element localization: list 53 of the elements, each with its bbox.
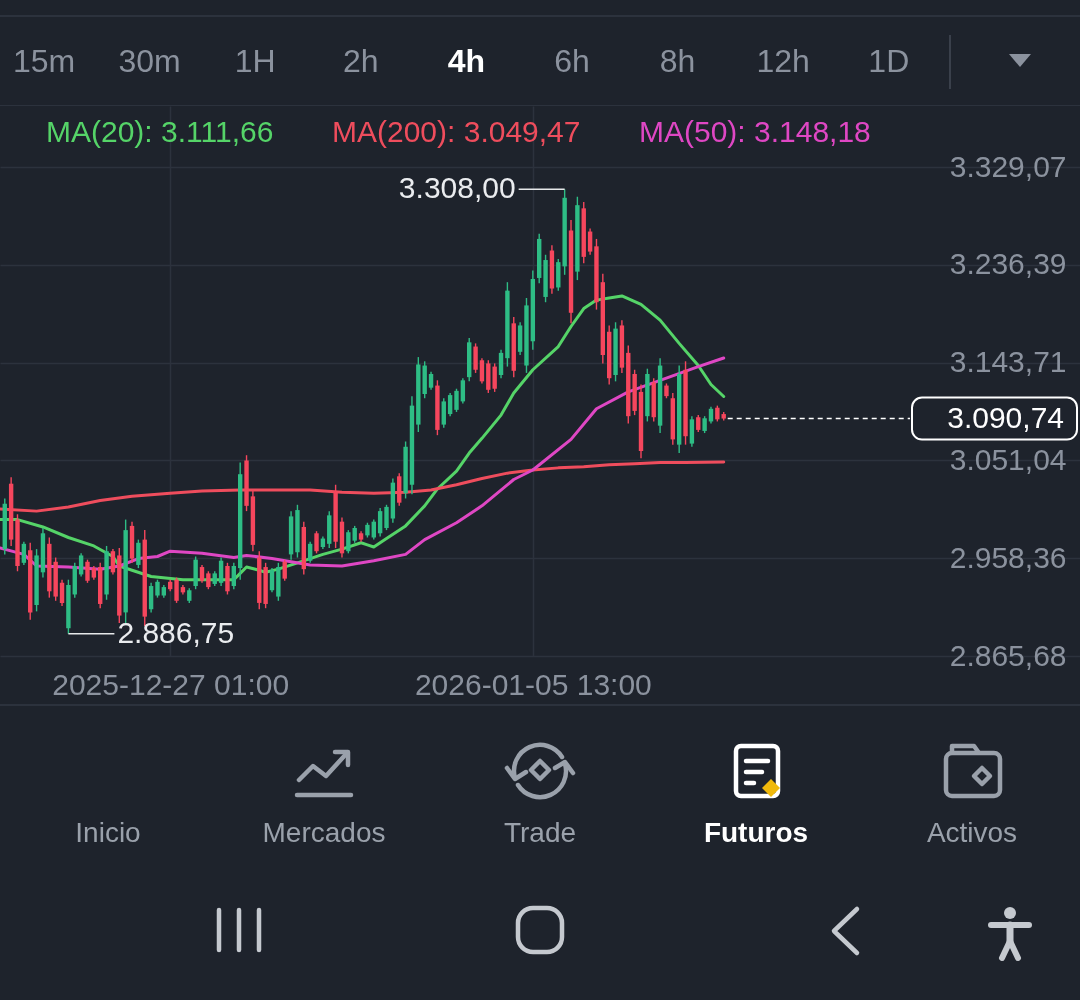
- y-tick-label: 3.329,07: [949, 149, 1067, 183]
- candlestick: [447, 392, 453, 417]
- text: 12h: [756, 42, 810, 81]
- candlestick: [269, 567, 275, 594]
- text: 1H: [234, 42, 276, 81]
- y-tick-label: 3.143,71: [949, 345, 1067, 379]
- candlestick: [384, 504, 389, 531]
- candlestick: [21, 541, 27, 566]
- text: 30m: [118, 42, 181, 81]
- text: MA(20): 3.111,66: [46, 115, 274, 148]
- candlestick: [231, 562, 237, 590]
- candlestick: [377, 507, 383, 538]
- text: Mercados: [262, 816, 386, 850]
- candlestick: [454, 388, 459, 413]
- y-tick-label: 2.958,36: [949, 540, 1067, 574]
- text: 6h: [554, 42, 590, 81]
- y-tick-label: 3.051,04: [949, 442, 1067, 476]
- text: Inicio: [75, 816, 141, 850]
- candlestick: [498, 349, 504, 379]
- text: 2h: [343, 42, 379, 81]
- candlestick: [174, 576, 179, 604]
- candlestick: [307, 541, 313, 564]
- text: 8h: [659, 42, 696, 81]
- candlestick: [441, 397, 446, 429]
- text: 15m: [12, 42, 76, 81]
- ref-line-label: 3.090,74: [947, 400, 1064, 434]
- annotation: 3.308,00: [398, 171, 516, 205]
- candlestick: [371, 518, 376, 541]
- y-tick-label: 3.236,39: [949, 247, 1067, 281]
- text: Activos: [926, 816, 1018, 850]
- candlestick: [314, 530, 319, 555]
- candlestick: [148, 582, 154, 614]
- candlestick: [218, 556, 224, 587]
- candlestick: [460, 377, 466, 405]
- x-tick-label: 2026-01-05 13:00: [414, 667, 652, 701]
- text: Futuros: [703, 816, 809, 850]
- candlestick: [473, 342, 478, 374]
- candlestick: [136, 538, 141, 569]
- candlestick: [85, 558, 90, 584]
- candlestick: [587, 227, 593, 256]
- candlestick: [78, 552, 84, 578]
- candlestick: [479, 357, 485, 385]
- y-tick-label: 2.865,68: [949, 638, 1067, 672]
- x-tick-label: 2025-12-27 01:00: [52, 667, 290, 701]
- candlestick: [282, 558, 287, 582]
- text: MA(200): 3.049,47: [332, 115, 581, 148]
- text: MA(50): 3.148,18: [639, 115, 871, 148]
- annotation: 2.886,75: [117, 615, 235, 649]
- candlestick: [59, 579, 65, 607]
- text: 4h: [447, 42, 486, 81]
- text: Trade: [503, 816, 577, 850]
- candlestick: [110, 548, 116, 576]
- text: 1D: [868, 42, 910, 81]
